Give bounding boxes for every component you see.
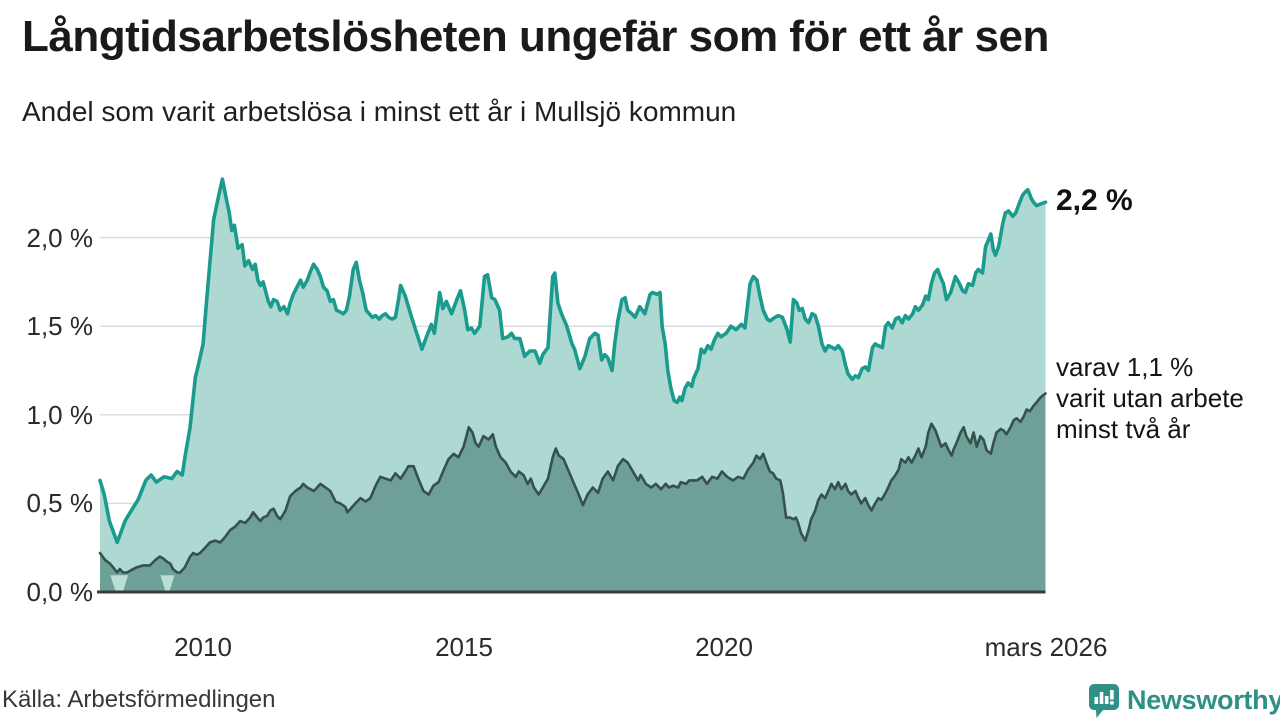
chart-subtitle: Andel som varit arbetslösa i minst ett å… bbox=[22, 96, 737, 127]
series-area-long-term bbox=[100, 179, 1046, 592]
secondary-annotation: varav 1,1 % varit utan arbete minst två … bbox=[1056, 352, 1244, 445]
y-tick-label-1,0: 1,0 % bbox=[26, 400, 94, 430]
series-line-long-term bbox=[98, 177, 1048, 545]
y-tick-label-2,0: 2,0 % bbox=[26, 223, 94, 253]
x-tick-label-mars-2026: mars 2026 bbox=[984, 632, 1108, 662]
latest-value-annotation: 2,2 % bbox=[1056, 184, 1133, 217]
y-tick-label-1,5: 1,5 % bbox=[26, 311, 94, 341]
secondary-annotation-line3: minst två år bbox=[1056, 414, 1191, 444]
fill-gap-1 bbox=[160, 575, 175, 591]
brand-name: Newsworthy bbox=[1127, 685, 1280, 715]
brand-logo: Newsworthy bbox=[1089, 684, 1280, 718]
secondary-annotation-line1: varav 1,1 % bbox=[1056, 352, 1194, 382]
fill-gap-0 bbox=[110, 575, 129, 591]
x-tick-label-2020: 2020 bbox=[695, 632, 753, 662]
series-area-two-year bbox=[100, 393, 1046, 592]
x-tick-label-2015: 2015 bbox=[435, 632, 493, 662]
y-tick-label-0,5: 0,5 % bbox=[26, 488, 94, 518]
series-line-two-year bbox=[98, 392, 1047, 574]
source-credit: Källa: Arbetsförmedlingen bbox=[2, 686, 276, 713]
secondary-annotation-line2: varit utan arbete bbox=[1056, 383, 1244, 413]
x-tick-label-2010: 2010 bbox=[174, 632, 232, 662]
newsworthy-icon bbox=[1089, 684, 1119, 718]
page-title: Långtidsarbetslösheten ungefär som för e… bbox=[22, 12, 1049, 61]
y-tick-label-0,0: 0,0 % bbox=[26, 577, 94, 607]
